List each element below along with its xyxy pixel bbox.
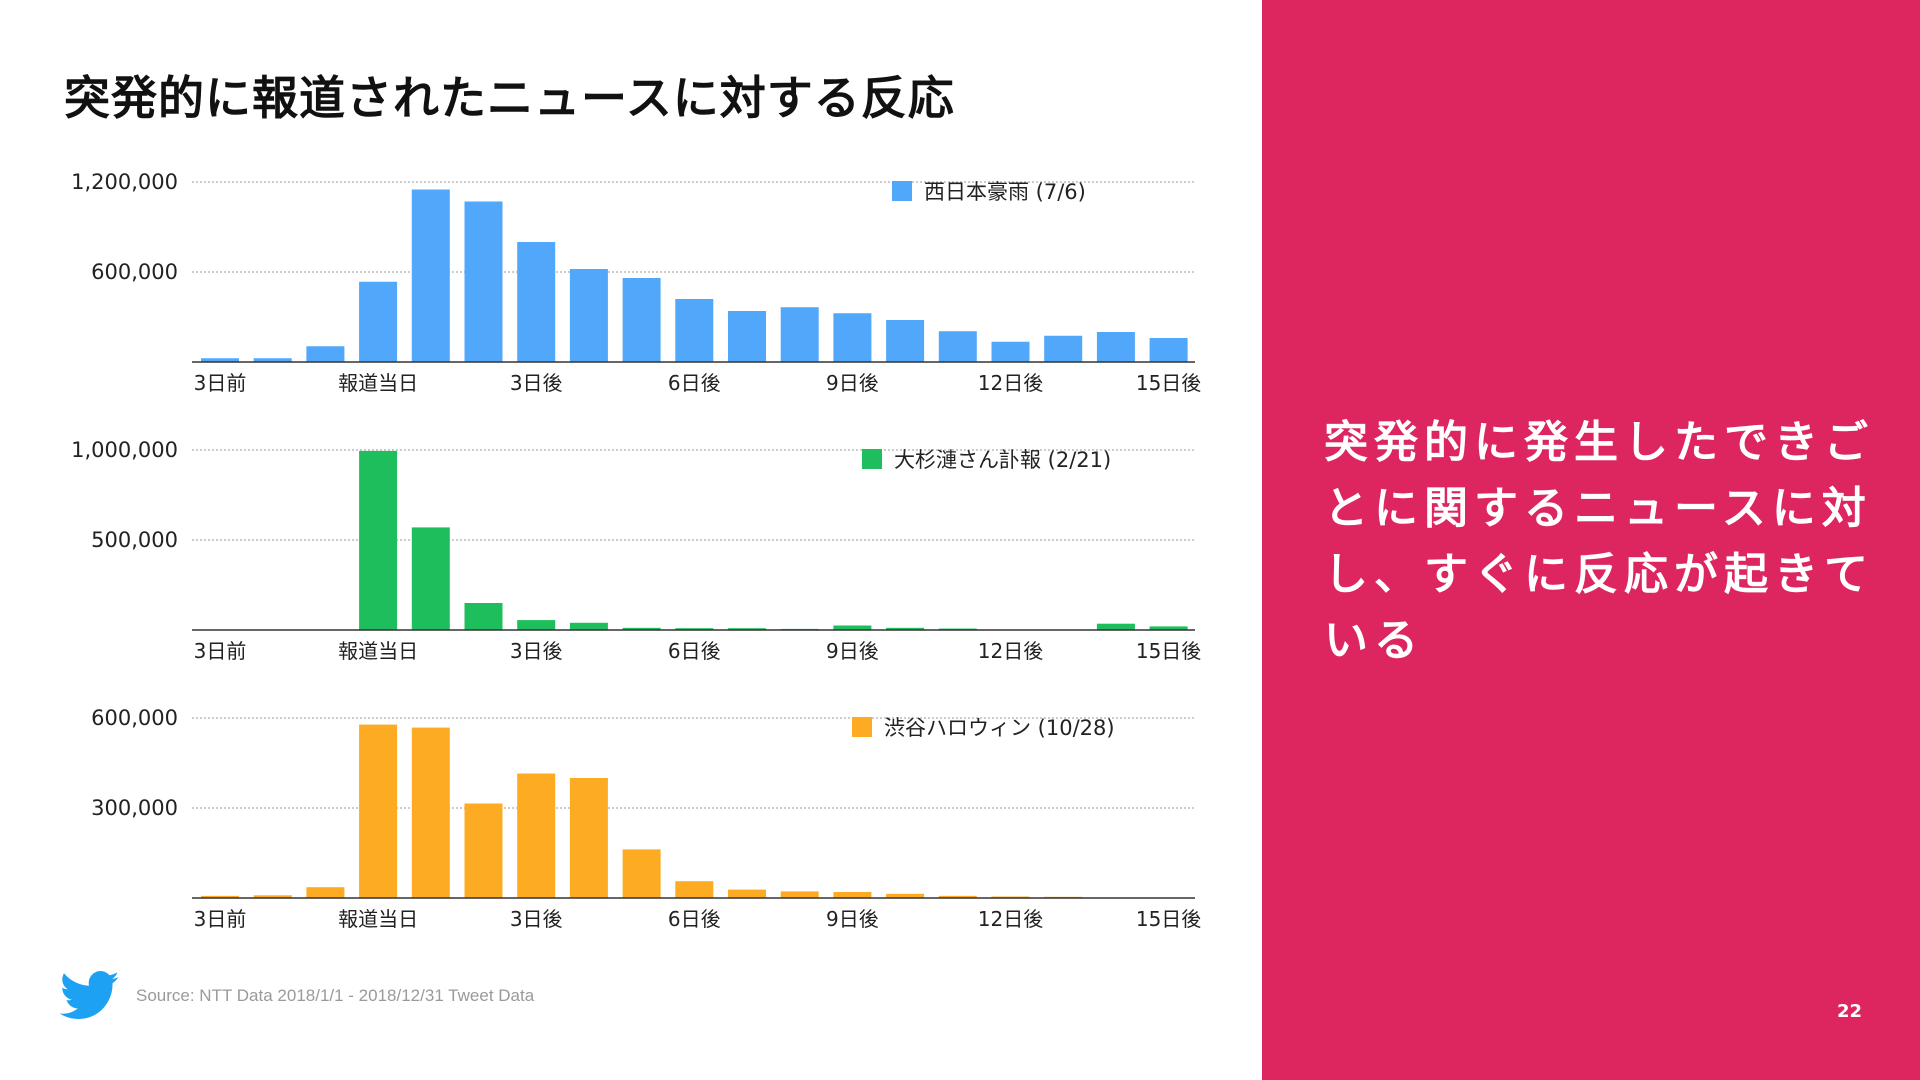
y-tick-label: 500,000 <box>91 528 178 552</box>
bar-7日後 <box>728 889 766 898</box>
bar-5日後 <box>622 278 661 362</box>
x-tick-label: 12日後 <box>978 371 1043 395</box>
bar-3日後 <box>517 773 556 898</box>
bar-11日後 <box>938 331 977 362</box>
bar-5日後 <box>622 849 661 898</box>
bar-12日後 <box>991 341 1030 362</box>
x-tick-label: 3日後 <box>510 907 563 931</box>
bar-1日前 <box>306 346 345 362</box>
legend-label: 大杉漣さん訃報 (2/21) <box>894 448 1111 472</box>
x-tick-label: 報道当日 <box>338 371 418 395</box>
bar-9日後 <box>833 313 872 362</box>
source-note: Source: NTT Data 2018/1/1 - 2018/12/31 T… <box>136 986 535 1005</box>
x-tick-label: 6日後 <box>668 907 721 931</box>
legend-label: 西日本豪雨 (7/6) <box>924 180 1086 204</box>
x-tick-label: 3日前 <box>194 639 247 663</box>
bar-7日後 <box>728 628 766 630</box>
bar-15日後 <box>1149 338 1188 362</box>
y-tick-label: 1,000,000 <box>71 438 178 462</box>
bar-4日後 <box>569 269 608 362</box>
bar-3日前 <box>201 358 239 362</box>
x-tick-label: 報道当日 <box>338 639 418 663</box>
bar-1日後 <box>411 527 450 630</box>
y-tick-label: 300,000 <box>91 796 178 820</box>
chart-shibuya-halloween: 300,000 600,000 3日前 報道当日 3日後 6日後 9日後 12日後 15日後 渋谷… <box>91 706 1201 931</box>
bar-13日後 <box>1044 335 1083 362</box>
legend-swatch <box>852 717 872 737</box>
x-tick-label: 3日後 <box>510 371 563 395</box>
bar-8日後 <box>780 307 819 362</box>
bar-6日後 <box>675 628 714 630</box>
x-tick-label: 9日後 <box>826 639 879 663</box>
y-tick-label: 1,200,000 <box>71 170 178 194</box>
x-tick-label: 15日後 <box>1136 907 1201 931</box>
x-tick-label: 9日後 <box>826 371 879 395</box>
bar-1日前 <box>306 887 345 898</box>
x-tick-label: 12日後 <box>978 907 1043 931</box>
bar-14日後 <box>1096 332 1135 362</box>
page-number: 22 <box>1836 1001 1862 1022</box>
bar-4日後 <box>569 778 608 898</box>
x-tick-label: 9日後 <box>826 907 879 931</box>
bar-3日前 <box>201 895 239 898</box>
legend-swatch <box>892 181 912 201</box>
bar-2日前 <box>253 358 292 362</box>
legend-swatch <box>862 449 882 469</box>
bar-1日後 <box>411 189 450 362</box>
legend-label: 渋谷ハロウィン (10/28) <box>884 716 1115 740</box>
bar-5日後 <box>622 627 661 630</box>
bar-10日後 <box>886 893 925 898</box>
bar-6日後 <box>675 881 714 898</box>
bar-2日前 <box>253 895 292 898</box>
chart-nishinihon-gouu: 600,000 1,200,000 3日前 報道当日 3日後 6日後 9日後 12日後 15日後… <box>71 170 1201 395</box>
bar-15日後 <box>1149 626 1188 630</box>
x-tick-label: 15日後 <box>1136 371 1201 395</box>
bar-9日後 <box>833 625 872 630</box>
bar-6日後 <box>675 299 714 362</box>
x-tick-label: 12日後 <box>978 639 1043 663</box>
bar-2日後 <box>464 603 503 630</box>
bar-9日後 <box>833 892 872 898</box>
x-tick-label: 3日前 <box>194 907 247 931</box>
x-tick-label: 3日前 <box>194 371 247 395</box>
x-tick-label: 報道当日 <box>338 907 418 931</box>
x-tick-label: 6日後 <box>668 639 721 663</box>
x-tick-label: 6日後 <box>668 371 721 395</box>
bar-報道当日 <box>359 724 398 898</box>
footer: Source: NTT Data 2018/1/1 - 2018/12/31 T… <box>60 968 534 1024</box>
bar-報道当日 <box>359 281 398 362</box>
chart-osugi-ren-fuhou: 500,000 1,000,000 3日前 報道当日 3日後 6日後 9日後 12日後 15日後… <box>71 438 1201 663</box>
bar-1日後 <box>411 727 450 898</box>
bar-2日後 <box>464 201 503 362</box>
bar-11日後 <box>938 895 977 898</box>
bar-14日後 <box>1096 623 1135 630</box>
bar-3日後 <box>517 242 556 362</box>
bar-8日後 <box>780 891 819 898</box>
y-tick-label: 600,000 <box>91 706 178 730</box>
bar-報道当日 <box>359 450 398 630</box>
x-tick-label: 15日後 <box>1136 639 1201 663</box>
twitter-bird-icon <box>60 971 119 1019</box>
bar-7日後 <box>728 311 766 362</box>
slide-title: 突発的に報道されたニュースに対する反応 <box>64 71 955 125</box>
side-message: 突発的に発生したできごとに関するニュースに対し、すぐに反応が起きている <box>1324 417 1874 666</box>
x-tick-label: 3日後 <box>510 639 563 663</box>
y-tick-label: 600,000 <box>91 260 178 284</box>
bar-3日後 <box>517 620 556 630</box>
bar-2日後 <box>464 803 503 898</box>
side-panel: 突発的に発生したできごとに関するニュースに対し、すぐに反応が起きている 22 <box>1262 0 1920 1080</box>
bar-10日後 <box>886 627 925 630</box>
bar-10日後 <box>886 320 925 362</box>
bar-4日後 <box>569 622 608 630</box>
